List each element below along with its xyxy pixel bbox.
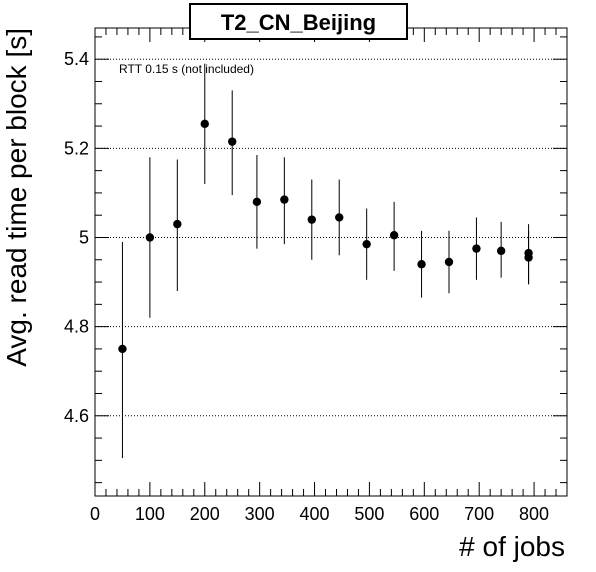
chart-title: T2_CN_Beijing (221, 10, 376, 35)
data-point (280, 195, 289, 204)
data-point (228, 137, 237, 146)
data-point (173, 219, 182, 229)
data-point (145, 233, 155, 242)
y-tick-label: 5.2 (64, 138, 89, 158)
error-bars (121, 63, 530, 459)
x-tick-label: 700 (464, 504, 494, 524)
x-tick-labels: 0 100 200 300 400 500 600 700 800 (90, 504, 549, 524)
data-point (200, 119, 209, 129)
x-tick-label: 0 (90, 504, 100, 524)
x-tick-label: 100 (135, 504, 165, 524)
x-tick-label: 800 (519, 504, 549, 524)
data-point (307, 215, 316, 224)
data-point (389, 231, 399, 240)
y-tick-label: 5 (79, 227, 89, 247)
y-tick-labels: 4.6 4.8 5 5.2 5.4 (64, 49, 89, 426)
plot-frame (94, 27, 568, 497)
x-tick-label: 200 (190, 504, 220, 524)
y-tick-label: 5.4 (64, 49, 89, 69)
data-point (118, 344, 127, 354)
x-tick-label: 400 (300, 504, 330, 524)
y-axis-title: Avg. read time per block [s] (1, 28, 32, 367)
x-tick-label: 300 (245, 504, 275, 524)
data-point (444, 257, 454, 267)
data-point (252, 197, 262, 207)
data-point (496, 246, 506, 256)
x-tick-label: 600 (409, 504, 439, 524)
data-point (524, 253, 533, 262)
data-point (417, 260, 426, 269)
data-point (335, 213, 344, 222)
title-box (189, 3, 408, 40)
x-tick-label: 500 (354, 504, 384, 524)
x-axis-title: # of jobs (459, 531, 565, 562)
data-point (472, 244, 481, 253)
data-point (362, 239, 371, 249)
data-points (118, 119, 533, 354)
annotation-text: RTT 0.15 s (not included) (119, 62, 254, 76)
y-tick-label: 4.6 (64, 406, 89, 426)
grid-lines (95, 58, 567, 417)
axis-ticks (94, 28, 568, 496)
y-tick-label: 4.8 (64, 317, 89, 337)
